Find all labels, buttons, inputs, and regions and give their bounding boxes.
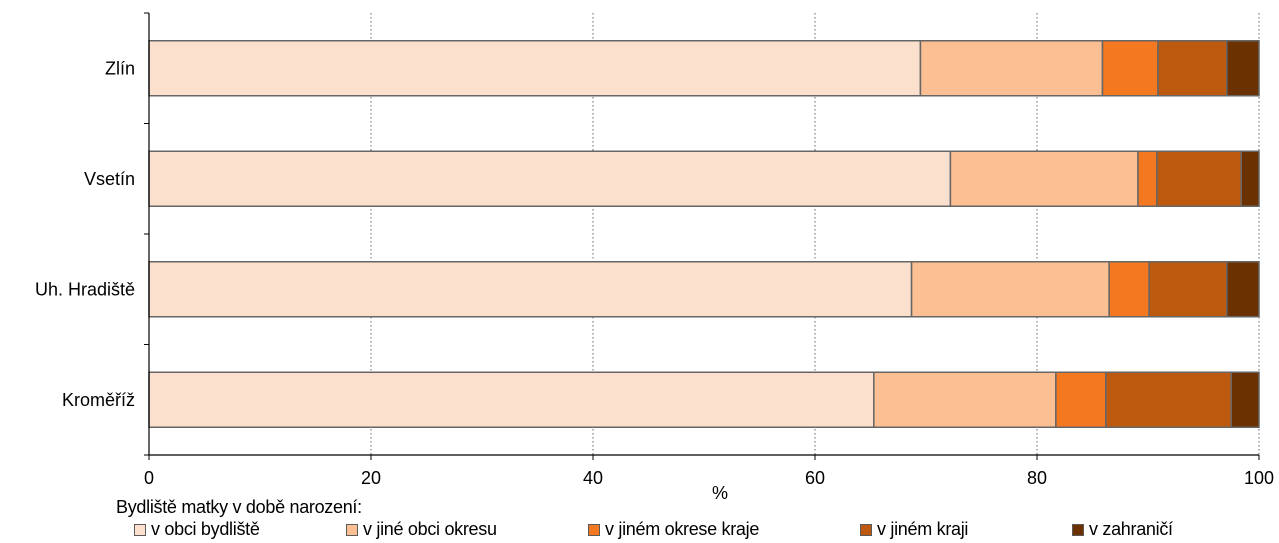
bar-0-segment-0 xyxy=(148,40,922,97)
legend-label: v jiném okrese kraje xyxy=(605,519,760,539)
bar-0-segment-3 xyxy=(1157,40,1228,97)
legend-label: v jiném kraji xyxy=(877,519,969,539)
legend-label: v zahraničí xyxy=(1089,519,1173,539)
x-tick-label-60: 60 xyxy=(805,468,825,488)
x-tick-label-80: 80 xyxy=(1027,468,1047,488)
y-tick-label-3: Kroměříž xyxy=(62,390,135,410)
bar-1-segment-3 xyxy=(1156,150,1242,207)
bar-0-segment-1 xyxy=(919,40,1104,97)
legend-swatch xyxy=(1072,523,1084,536)
x-tick-label-40: 40 xyxy=(583,468,603,488)
bar-3-segment-2 xyxy=(1055,371,1107,428)
legend-item-1: v jiné obci okresu xyxy=(346,519,497,540)
bars xyxy=(148,40,1260,428)
legend-title: Bydliště matky v době narození: xyxy=(116,497,362,517)
bar-2-segment-4 xyxy=(1226,261,1260,318)
legend-swatch xyxy=(588,523,600,536)
x-tick-label-0: 0 xyxy=(144,468,154,488)
x-tick-label-20: 20 xyxy=(361,468,381,488)
axes xyxy=(144,12,1260,460)
bar-3-segment-1 xyxy=(873,371,1057,428)
y-tick-label-0: Zlín xyxy=(105,58,135,78)
bar-2-segment-1 xyxy=(910,261,1110,318)
legend-swatch xyxy=(860,523,872,536)
bar-1-segment-1 xyxy=(949,150,1139,207)
y-tick-label-1: Vsetín xyxy=(84,169,135,189)
bar-3-segment-0 xyxy=(148,371,875,428)
legend-item-4: v zahraničí xyxy=(1072,519,1173,540)
bar-1-segment-4 xyxy=(1240,150,1260,207)
y-tick-label-2: Uh. Hradiště xyxy=(35,279,135,299)
bar-3-segment-4 xyxy=(1230,371,1260,428)
tick-labels: 0 20 40 60 80 100 Zlín Vsetín Uh. Hradiště Kroměř… xyxy=(35,58,1274,488)
legend-item-0: v obci bydliště xyxy=(134,519,260,540)
legend: v obci bydliště v jiné obci okresu v jiném… xyxy=(134,519,1274,541)
legend-item-3: v jiném kraji xyxy=(860,519,968,540)
legend-swatch xyxy=(134,523,146,536)
bar-0-segment-2 xyxy=(1101,40,1159,97)
bar-2-segment-0 xyxy=(148,261,913,318)
bar-3-segment-3 xyxy=(1105,371,1232,428)
bar-0-segment-4 xyxy=(1226,40,1260,97)
x-axis-label: % xyxy=(712,483,728,503)
legend-label: v obci bydliště xyxy=(151,519,260,539)
legend-swatch xyxy=(346,523,358,536)
legend-label: v jiné obci okresu xyxy=(363,519,497,539)
legend-item-2: v jiném okrese kraje xyxy=(588,519,759,540)
bar-1-segment-0 xyxy=(148,150,952,207)
bar-1-segment-2 xyxy=(1137,150,1158,207)
bar-2-segment-3 xyxy=(1148,261,1228,318)
bar-2-segment-2 xyxy=(1108,261,1150,318)
x-tick-label-100: 100 xyxy=(1244,468,1274,488)
